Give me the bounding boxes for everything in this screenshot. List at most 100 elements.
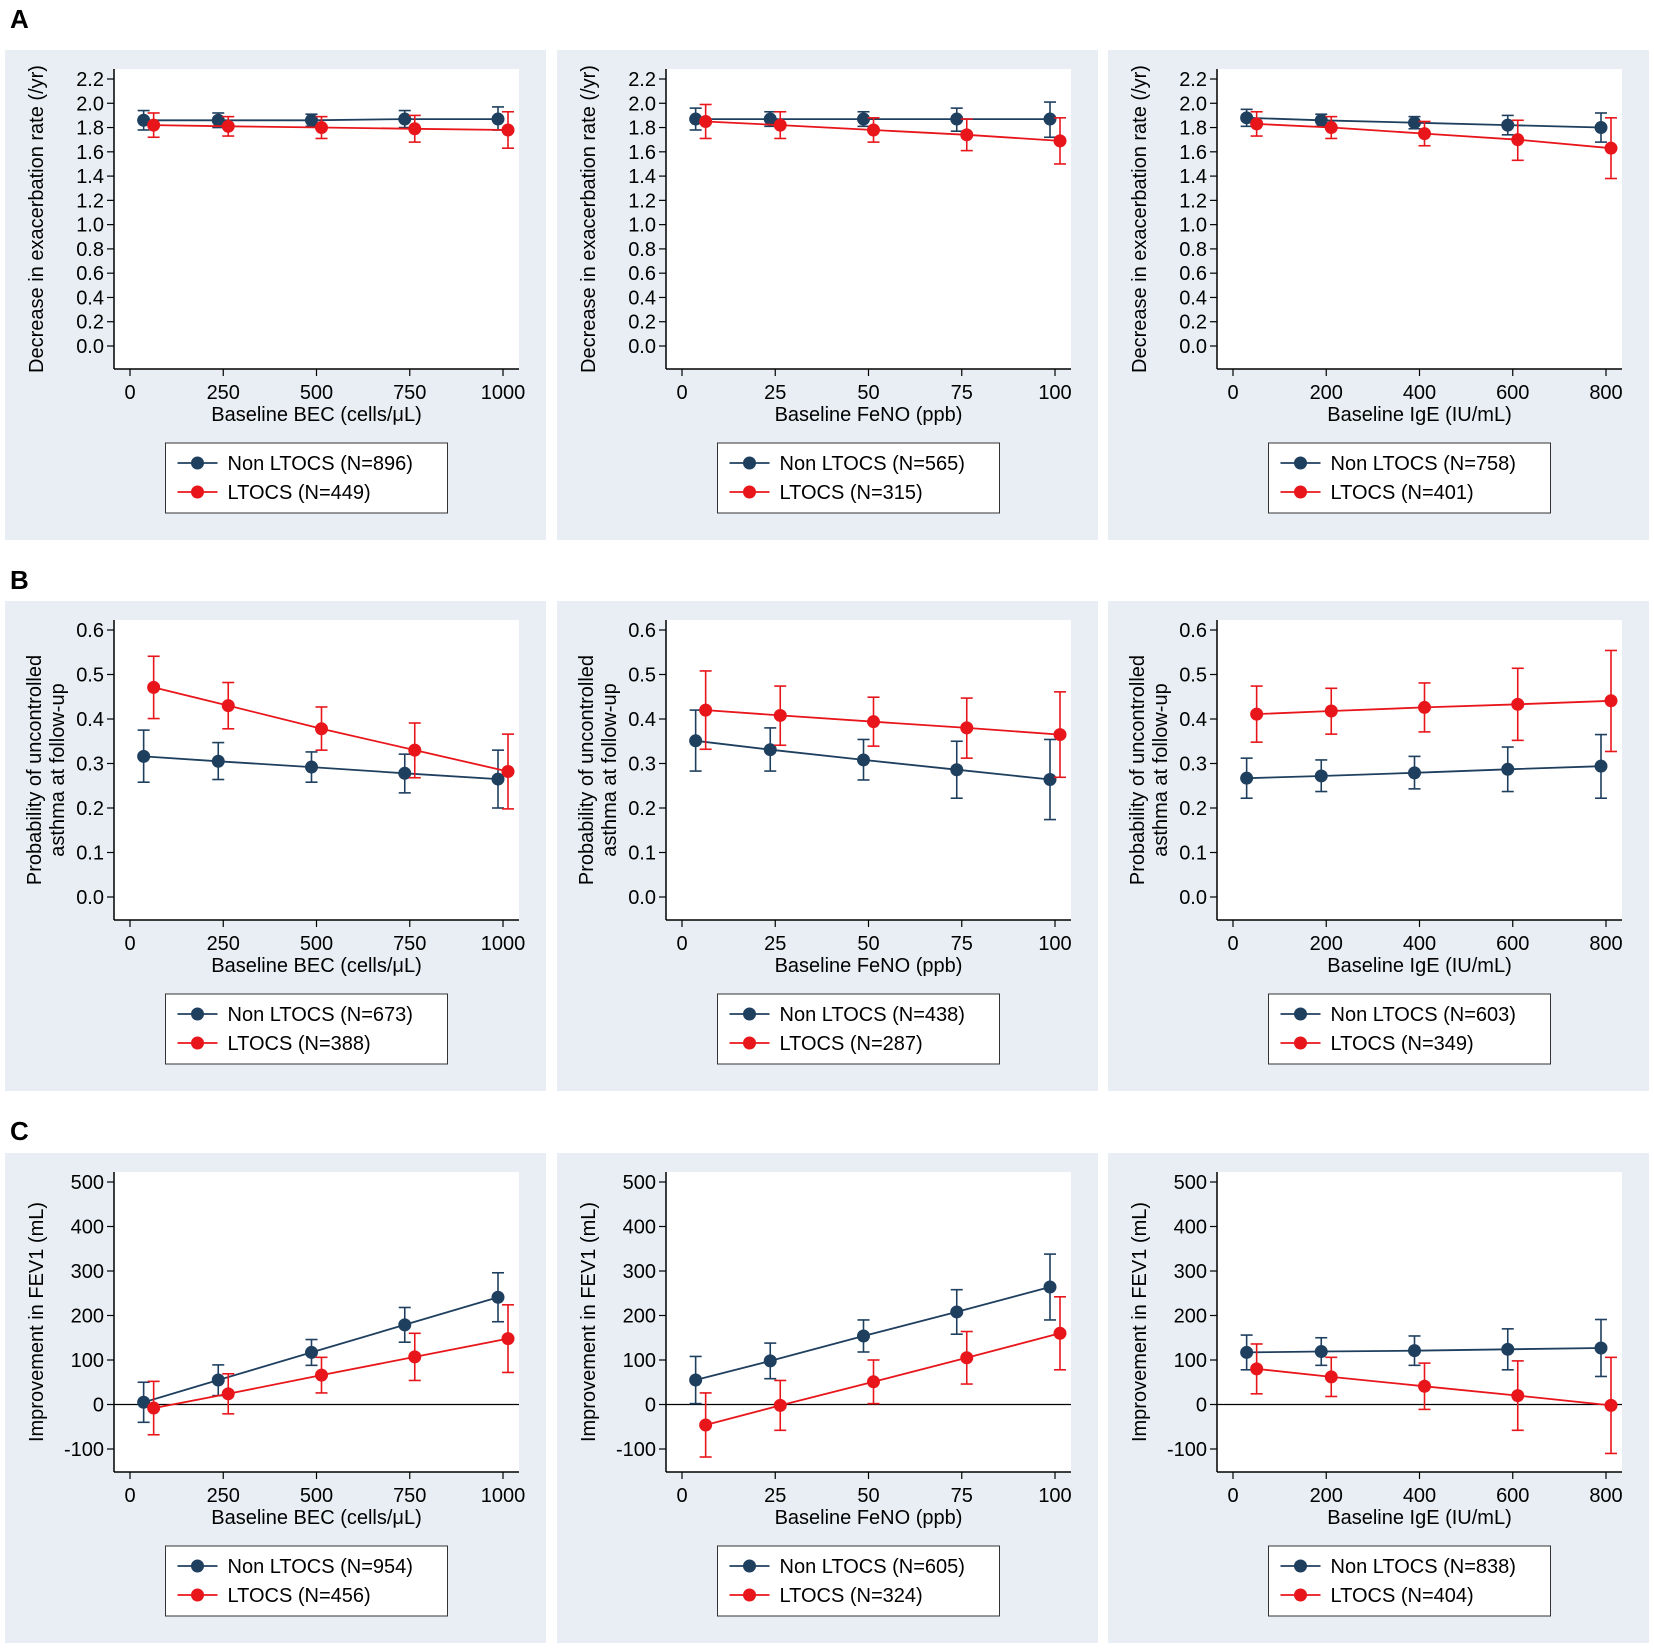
- data-point: [305, 1345, 318, 1359]
- legend-marker: [1294, 485, 1307, 499]
- y-axis-title: Improvement in FEV1 (mL): [26, 1202, 48, 1442]
- x-tick-label: 750: [393, 1485, 426, 1507]
- y-tick-label: 0.6: [76, 620, 104, 642]
- x-axis-title: Baseline IgE (IU/mL): [1327, 955, 1512, 977]
- panel-label-a: A: [10, 4, 29, 34]
- data-point: [137, 1395, 151, 1409]
- data-point: [1418, 1379, 1431, 1393]
- x-axis-title: Baseline FeNO (ppb): [775, 1507, 963, 1529]
- series-non-ltocs: [689, 1253, 1057, 1405]
- legend-label: Non LTOCS (N=565): [780, 453, 965, 475]
- plot-area: [1217, 1172, 1622, 1472]
- chart-b2: 0.0 0.1 0.2 0.3 0.4 0.5 0.6 0 25 50 75 100 Baseline …: [557, 601, 1098, 1091]
- y-tick-label: 0.4: [1179, 287, 1207, 309]
- data-point: [689, 1373, 703, 1387]
- y-tick-label: 2.2: [1179, 69, 1207, 91]
- legend: Non LTOCS (N=438) LTOCS (N=287): [717, 993, 1000, 1065]
- y-axis-title: asthma at follow-up: [47, 683, 69, 856]
- legend-label: LTOCS (N=449): [228, 482, 371, 504]
- data-point: [689, 734, 703, 748]
- data-point: [1604, 141, 1618, 155]
- data-point: [689, 112, 703, 126]
- x-tick-label: 250: [207, 1485, 240, 1507]
- data-point: [501, 123, 515, 137]
- x-axis-title: Baseline IgE (IU/mL): [1327, 1507, 1512, 1529]
- y-tick-label: 0.6: [628, 263, 656, 285]
- y-tick-label: 400: [1174, 1217, 1207, 1239]
- y-axis-title: Probability of uncontrolled: [1127, 655, 1149, 885]
- legend-label: Non LTOCS (N=673): [228, 1004, 413, 1026]
- y-tick-label: 1.2: [628, 190, 656, 212]
- data-point: [501, 765, 515, 779]
- data-point: [491, 112, 505, 126]
- legend-label: Non LTOCS (N=758): [1331, 453, 1516, 475]
- x-tick-label: 750: [393, 382, 426, 404]
- data-point: [221, 699, 235, 713]
- data-point: [1053, 134, 1067, 148]
- x-tick-label: 250: [207, 933, 240, 955]
- legend-marker: [1294, 1007, 1307, 1021]
- data-point: [1043, 773, 1057, 787]
- legend-label: LTOCS (N=324): [780, 1585, 923, 1607]
- legend-label: LTOCS (N=401): [1331, 482, 1474, 504]
- x-axis-title: Baseline FeNO (ppb): [775, 955, 963, 977]
- data-point: [960, 1351, 974, 1365]
- y-tick-label: 0.1: [76, 843, 104, 865]
- x-tick-label: 400: [1403, 382, 1436, 404]
- data-point: [1314, 1345, 1328, 1359]
- series-ltocs: [1250, 649, 1618, 753]
- y-tick-label: 0.6: [1179, 263, 1207, 285]
- y-tick-label: 0.2: [628, 312, 656, 334]
- x-tick-label: 25: [764, 1485, 786, 1507]
- y-tick-label: 1.2: [76, 190, 104, 212]
- data-point: [960, 721, 974, 735]
- series-ltocs: [147, 655, 515, 810]
- legend-marker: [743, 1007, 756, 1021]
- data-point: [1250, 707, 1264, 721]
- data-point: [763, 743, 777, 757]
- legend-marker: [1294, 1036, 1307, 1050]
- data-point: [221, 1387, 235, 1401]
- y-tick-label: 0.6: [76, 263, 104, 285]
- x-axis-title: Baseline IgE (IU/mL): [1327, 404, 1512, 426]
- data-point: [408, 743, 422, 757]
- data-point: [211, 113, 225, 127]
- x-tick-label: 800: [1589, 933, 1622, 955]
- y-tick-label: 0.3: [628, 754, 656, 776]
- series-ltocs: [1250, 110, 1618, 180]
- data-point: [857, 753, 870, 767]
- x-tick-label: 600: [1496, 382, 1529, 404]
- chart-a3: 0.00.2 0.40.60.81.0 1.21.41.61.8 2.02.2 0 200…: [1108, 50, 1649, 540]
- legend-marker: [743, 485, 756, 499]
- data-point: [960, 128, 974, 142]
- chart-a2: 0.00.2 0.40.60.81.0 1.21.41.61.8 2.02.2 0 25 5…: [557, 50, 1098, 540]
- data-point: [763, 1354, 777, 1368]
- legend-label: LTOCS (N=349): [1331, 1033, 1474, 1055]
- y-tick-label: 500: [623, 1172, 656, 1194]
- y-tick-label: 0.4: [76, 287, 104, 309]
- data-point: [147, 1401, 161, 1415]
- plot-area: [666, 69, 1071, 369]
- legend-marker: [743, 1588, 756, 1602]
- y-tick-label: 2.0: [628, 93, 656, 115]
- data-point: [1511, 133, 1525, 147]
- x-tick-label: 25: [764, 382, 786, 404]
- y-tick-label: 0.8: [628, 239, 656, 261]
- x-tick-label: 75: [951, 382, 973, 404]
- y-tick-label: 1.2: [1179, 190, 1207, 212]
- data-point: [1053, 1326, 1067, 1340]
- y-tick-label: 0: [93, 1395, 104, 1417]
- y-tick-label: 0.0: [628, 887, 656, 909]
- y-tick-label: -100: [1167, 1439, 1207, 1461]
- x-tick-label: 0: [1227, 1485, 1238, 1507]
- data-point: [950, 112, 964, 126]
- series-ltocs: [147, 1304, 515, 1436]
- chart-c3: -100 0 100 200 300 400 500 0 200 400 600 800 Baselin…: [1108, 1153, 1649, 1643]
- series-ltocs: [147, 110, 515, 149]
- plot-area: [666, 1172, 1071, 1472]
- legend-label: Non LTOCS (N=438): [780, 1004, 965, 1026]
- data-point: [1511, 697, 1525, 711]
- series-ltocs: [699, 103, 1067, 165]
- y-tick-label: 0.1: [1179, 843, 1207, 865]
